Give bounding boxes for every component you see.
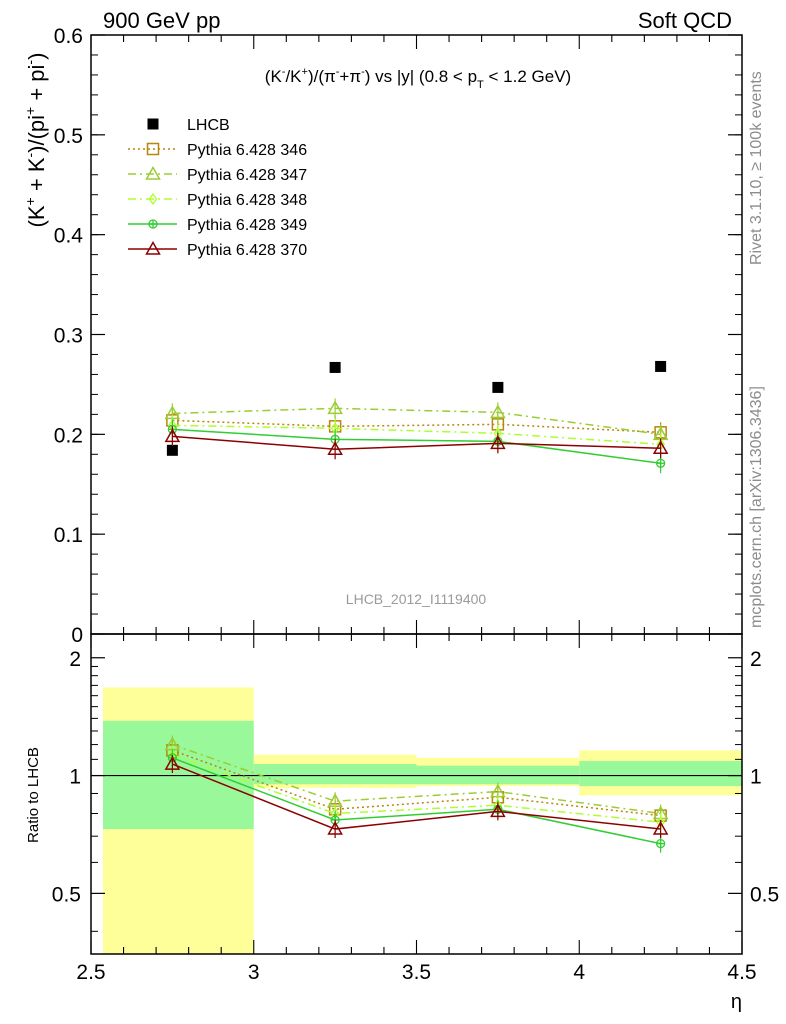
- main-y-axis-label: (K+ + K-)/(pi+ + pi-): [22, 53, 49, 228]
- ratio-point-4-2: [490, 803, 506, 818]
- ratio-point-4-1: [327, 821, 343, 835]
- legend-entry-4: Pythia 6.428 349: [128, 217, 307, 234]
- main-ytick-label-1: 0.1: [54, 524, 83, 547]
- main-series-layer: [164, 360, 669, 474]
- ratio-band-inner-0: [103, 720, 254, 830]
- ratio-series-line-4: [172, 763, 661, 830]
- main-point-0-2: [492, 381, 504, 393]
- legend: LHCB Pythia 6.428 346 Pythia 6.428 347 Pyth…: [128, 117, 307, 259]
- main-point-0-1: [329, 361, 341, 373]
- legend-marker-3: [148, 192, 158, 206]
- legend-entry-3: Pythia 6.428 348: [128, 192, 307, 209]
- ratio-xtick-label-3: 4: [573, 961, 585, 984]
- ratio-series-layer: [164, 735, 669, 853]
- ratio-plot-area: 0.5 0.5 1 1 2 2 2.5 3 3.5 4 4.5 Ratio to LHCB η: [25, 633, 779, 1013]
- x-axis-label: η: [731, 991, 742, 1013]
- legend-label-4: Pythia 6.428 349: [187, 217, 307, 234]
- ratio-point-4-0: [164, 756, 181, 770]
- legend-entry-1: Pythia 6.428 346: [128, 142, 307, 159]
- main-point-0-0: [166, 444, 178, 456]
- ratio-xtick-label-2: 3.5: [402, 961, 431, 984]
- legend-label-5: Pythia 6.428 370: [187, 242, 307, 259]
- main-ytick-label-4: 0.4: [54, 225, 84, 248]
- main-ytick-label-2: 0.2: [54, 424, 83, 447]
- main-series-5: [164, 426, 669, 460]
- header-left: 900 GeV pp: [103, 8, 220, 33]
- analysis-watermark: LHCB_2012_I1119400: [346, 591, 487, 607]
- ratio-xtick-label-0: 2.5: [76, 961, 105, 984]
- main-plot-area: 0 0.1 0.2 0.3 0.4 0.5 0.6 (K-/K+)/(π-+π-) vs |…: [54, 25, 743, 647]
- ratio-xtick-label-4: 4.5: [727, 961, 756, 984]
- main-point-5-2: [490, 435, 506, 450]
- header-right: Soft QCD: [638, 8, 732, 33]
- main-ytick-label-0: 0: [71, 624, 83, 647]
- ratio-xtick-label-1: 3: [248, 961, 260, 984]
- ratio-ticks-layer: 0.5 0.5 1 1 2 2 2.5 3 3.5 4 4.5: [52, 634, 779, 984]
- ratio-ytick-label-right-0: 0.5: [750, 883, 779, 906]
- ratio-bands-layer: [91, 687, 742, 954]
- ratio-point-4-3: [652, 821, 669, 835]
- main-series-line-1: [172, 419, 661, 434]
- main-point-2-2: [490, 404, 506, 419]
- main-series-line-4: [172, 428, 661, 465]
- mcplots-label: mcplots.cern.ch [arXiv:1306.3436]: [748, 386, 765, 628]
- main-series-line-5: [172, 435, 661, 451]
- ratio-ytick-label-left-2: 2: [69, 648, 81, 671]
- legend-label-3: Pythia 6.428 348: [187, 192, 307, 209]
- legend-entry-2: Pythia 6.428 347: [128, 165, 307, 184]
- rivet-version-label: Rivet 3.1.10, ≥ 100k events: [748, 71, 765, 265]
- ratio-ytick-label-right-2: 2: [750, 648, 762, 671]
- ratio-band-inner-3: [579, 760, 742, 787]
- legend-marker-5: [145, 240, 161, 255]
- main-chart-title: (K-/K+)/(π-+π-) vs |y| (0.8 < pT < 1.2 G…: [265, 66, 571, 91]
- main-ytick-label-3: 0.3: [54, 325, 83, 348]
- legend-label-2: Pythia 6.428 347: [187, 167, 307, 184]
- main-series-0: [166, 360, 667, 456]
- main-ticks-layer: 0 0.1 0.2 0.3 0.4 0.5 0.6: [54, 25, 743, 647]
- main-point-5-0: [164, 428, 181, 443]
- legend-marker-1: [146, 142, 160, 156]
- ratio-ytick-label-left-0: 0.5: [52, 883, 81, 906]
- legend-entry-5: Pythia 6.428 370: [128, 240, 307, 259]
- legend-marker-4: [148, 219, 158, 229]
- main-series-1: [166, 410, 667, 443]
- ratio-series-line-3: [172, 757, 661, 845]
- ratio-series-line-2: [172, 754, 661, 823]
- main-point-2-1: [327, 400, 343, 415]
- main-point-5-1: [327, 441, 343, 456]
- main-point-0-3: [655, 360, 667, 372]
- ratio-series-line-0: [172, 749, 661, 817]
- main-ytick-label-5: 0.5: [54, 125, 83, 148]
- ratio-series-line-1: [172, 743, 661, 815]
- main-point-4-3: [655, 458, 666, 468]
- ratio-series-4: [164, 755, 669, 839]
- legend-marker-0: [147, 118, 159, 130]
- main-series-2: [164, 398, 669, 445]
- ratio-ytick-label-right-1: 1: [750, 766, 762, 789]
- main-ytick-label-6: 0.6: [54, 25, 83, 48]
- main-series-3: [168, 415, 665, 455]
- ratio-band-inner-1: [253, 764, 417, 785]
- legend-label-0: LHCB: [187, 117, 230, 134]
- legend-label-1: Pythia 6.428 346: [187, 142, 307, 159]
- ratio-y-axis-label: Ratio to LHCB: [25, 747, 42, 843]
- main-point-5-3: [652, 440, 669, 455]
- ratio-ytick-label-left-1: 1: [69, 766, 81, 789]
- legend-entry-0: LHCB: [147, 117, 230, 134]
- legend-marker-2: [145, 165, 161, 180]
- ratio-point-3-3: [655, 838, 666, 849]
- main-series-line-2: [172, 407, 661, 436]
